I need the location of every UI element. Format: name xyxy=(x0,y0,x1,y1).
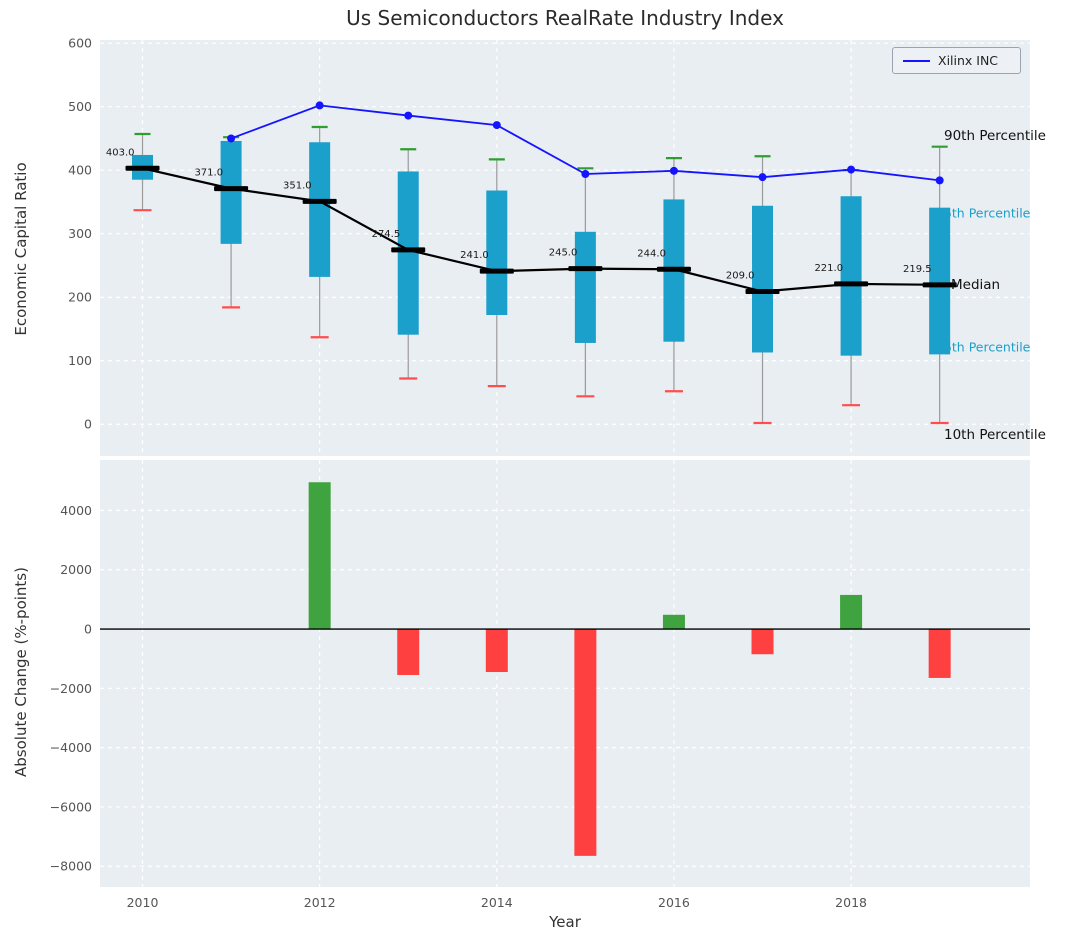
box-iqr xyxy=(574,231,596,343)
median-value-label: 274.5 xyxy=(372,229,401,240)
median-value-label: 241.0 xyxy=(460,250,489,261)
annotation-median: Median xyxy=(951,277,1001,293)
median-marker xyxy=(302,198,337,204)
change-bar xyxy=(308,482,331,630)
box-iqr xyxy=(486,190,508,316)
xilinx-marker xyxy=(935,176,944,185)
legend-label: Xilinx INC xyxy=(938,53,999,68)
y-tick-label: 400 xyxy=(68,163,92,178)
median-marker xyxy=(214,186,249,192)
change-bar xyxy=(751,629,774,655)
y-tick-label: 300 xyxy=(68,226,92,241)
annotation-25th-percentile: 25th Percentile xyxy=(936,339,1031,354)
xilinx-marker xyxy=(847,165,856,174)
change-bar xyxy=(574,629,597,856)
median-marker xyxy=(479,268,514,274)
y-axis-label-bottom: Absolute Change (%-points) xyxy=(12,567,30,777)
median-value-label: 221.0 xyxy=(814,263,843,274)
median-marker xyxy=(834,281,869,287)
x-tick-label: 2010 xyxy=(127,895,159,910)
median-marker xyxy=(656,266,691,272)
box-iqr xyxy=(309,142,331,277)
y-tick-label: 100 xyxy=(68,353,92,368)
top-panel-bg xyxy=(100,40,1030,456)
change-bar xyxy=(662,614,685,630)
x-tick-label: 2014 xyxy=(481,895,513,910)
xilinx-marker xyxy=(581,170,590,179)
xilinx-marker xyxy=(227,134,236,143)
y-tick-label: 500 xyxy=(68,99,92,114)
y-axis-label-top: Economic Capital Ratio xyxy=(12,162,30,336)
median-value-label: 371.0 xyxy=(194,168,223,179)
y-tick-label: 200 xyxy=(68,290,92,305)
box-iqr xyxy=(397,171,419,335)
median-marker xyxy=(125,165,160,171)
median-value-label: 209.0 xyxy=(726,271,755,282)
median-line xyxy=(142,167,940,293)
xilinx-marker xyxy=(492,121,501,130)
bottom-panel-bg xyxy=(100,460,1030,887)
median-value-label: 219.5 xyxy=(903,264,932,275)
xilinx-marker xyxy=(758,173,767,182)
chart-title: Us Semiconductors RealRate Industry Inde… xyxy=(346,6,784,30)
median-marker xyxy=(391,247,426,253)
median-marker xyxy=(745,289,780,295)
change-bar xyxy=(928,629,951,678)
y-tick-label: 0 xyxy=(84,417,92,432)
annotation-75th-percentile: 75th Percentile xyxy=(936,205,1031,220)
xilinx-marker xyxy=(669,166,678,175)
median-value-label: 351.0 xyxy=(283,180,312,191)
median-value-label: 403.0 xyxy=(106,147,135,158)
x-tick-label: 2018 xyxy=(835,895,867,910)
legend: Xilinx INC xyxy=(892,47,1021,74)
y-tick-label: 2000 xyxy=(60,562,92,577)
legend-line-swatch xyxy=(903,59,930,62)
y-tick-label: −8000 xyxy=(50,859,92,874)
y-tick-label: −6000 xyxy=(50,799,92,814)
xilinx-marker xyxy=(315,101,324,110)
median-marker xyxy=(922,282,957,288)
y-tick-label: −4000 xyxy=(50,740,92,755)
annotation-90th-percentile: 90th Percentile xyxy=(944,128,1046,144)
x-tick-label: 2012 xyxy=(304,895,336,910)
box-iqr xyxy=(929,207,951,355)
median-value-label: 244.0 xyxy=(637,248,666,259)
change-bar xyxy=(397,629,420,675)
change-bar xyxy=(840,594,863,630)
x-tick-label: 2016 xyxy=(658,895,690,910)
xilinx-marker xyxy=(404,111,413,120)
x-axis-label: Year xyxy=(549,913,581,931)
box-iqr xyxy=(220,140,242,244)
change-bar xyxy=(485,629,508,673)
box-iqr xyxy=(840,196,862,356)
annotation-10th-percentile: 10th Percentile xyxy=(944,427,1046,443)
y-tick-label: 600 xyxy=(68,36,92,51)
median-value-label: 245.0 xyxy=(549,248,578,259)
y-tick-label: 4000 xyxy=(60,503,92,518)
y-tick-label: −2000 xyxy=(50,681,92,696)
y-tick-label: 0 xyxy=(84,622,92,637)
median-marker xyxy=(568,266,603,272)
box-iqr xyxy=(752,205,774,353)
